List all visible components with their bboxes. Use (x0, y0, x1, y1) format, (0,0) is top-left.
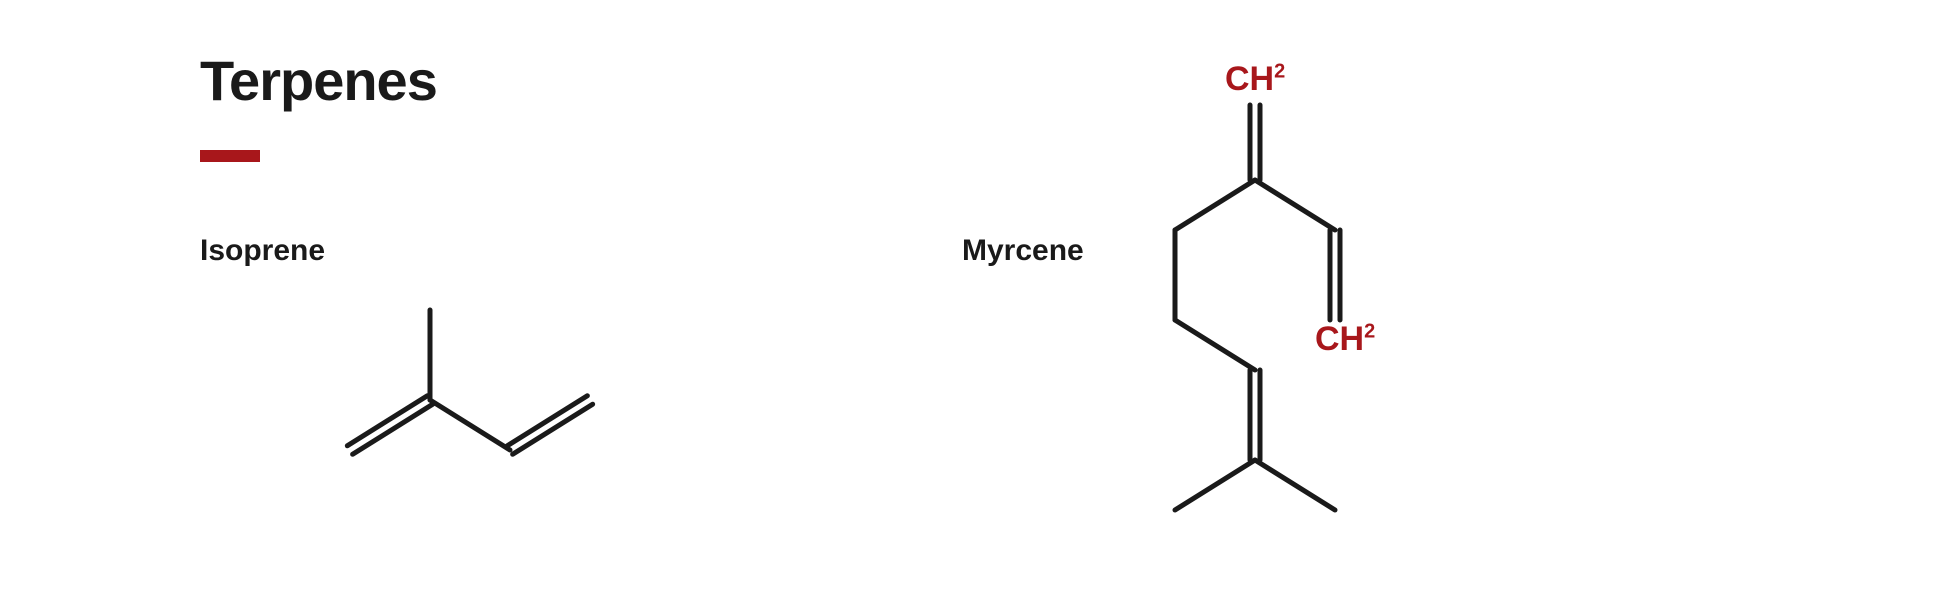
page-title: Terpenes (200, 48, 437, 113)
myrcene-structure: CH2 CH2 (1155, 50, 1455, 550)
isoprene-structure (330, 250, 630, 480)
myrcene-label: Myrcene (962, 234, 1084, 268)
isoprene-label: Isoprene (200, 234, 325, 268)
ch2-label-mid: CH2 (1315, 320, 1375, 359)
title-underline (200, 150, 260, 162)
ch2-label-top: CH2 (1225, 60, 1285, 99)
